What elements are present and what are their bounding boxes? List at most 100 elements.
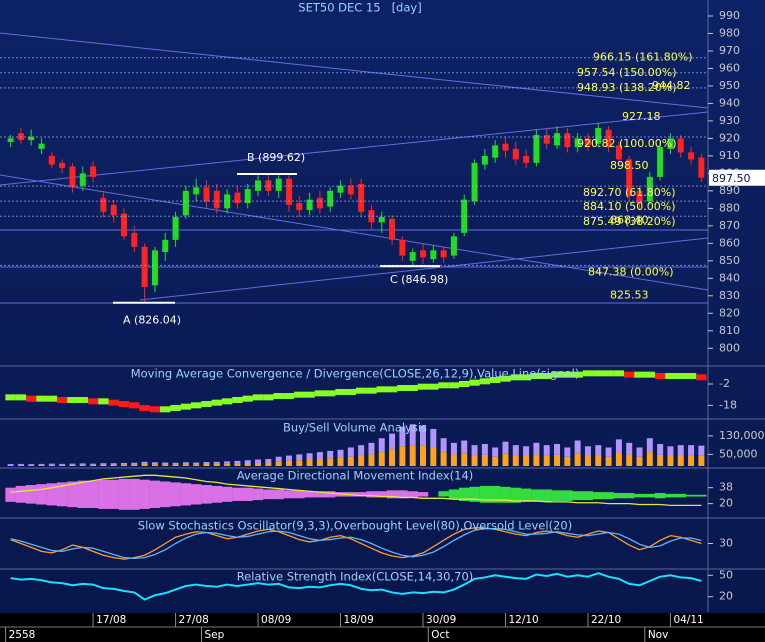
x-tick-label: 12/10 — [508, 614, 538, 626]
di-band — [170, 482, 181, 507]
y-tick-label: 920 — [719, 131, 740, 144]
volume-bar — [90, 463, 97, 465]
volume-bar — [584, 446, 591, 457]
y-tick-label: 950 — [719, 79, 740, 92]
di-band — [654, 493, 666, 499]
volume-bar — [224, 461, 231, 464]
candle-body — [698, 157, 705, 178]
volume-bar — [172, 462, 179, 465]
indicator-line — [10, 527, 702, 560]
volume-bar — [461, 453, 468, 466]
candle-body — [121, 213, 128, 237]
volume-bar — [698, 445, 705, 456]
volume-bar — [28, 464, 35, 466]
volume-bar — [306, 453, 313, 460]
volume-bar — [203, 463, 210, 466]
x-tick-label: 22/10 — [591, 614, 621, 626]
volume-bar — [131, 462, 138, 465]
candle-body — [203, 187, 210, 202]
di-band — [541, 489, 552, 502]
candle-body — [636, 190, 643, 204]
volume-bar — [440, 438, 447, 453]
annotation: 875.49 (38.20%) — [583, 215, 676, 228]
macd-segment — [489, 377, 501, 383]
di-band — [355, 492, 367, 497]
volume-bar — [296, 460, 303, 466]
candle-body — [409, 252, 416, 261]
volume-bar — [7, 465, 14, 466]
volume-bar — [38, 463, 45, 465]
candle-body — [667, 138, 674, 149]
annotation: 847.38 (0.00%) — [588, 265, 674, 278]
macd-segment — [624, 371, 635, 378]
volume-bar — [574, 440, 581, 454]
volume-bar — [605, 447, 612, 457]
volume-bar — [100, 463, 107, 465]
volume-bar — [677, 455, 684, 466]
macd-segment — [428, 383, 439, 390]
y-tick-label: 50 — [719, 568, 733, 581]
volume-bar — [69, 464, 76, 466]
candle-body — [389, 218, 396, 240]
macd-segment — [397, 385, 408, 391]
macd-segment — [531, 373, 542, 379]
di-band — [520, 488, 532, 502]
volume-bar — [657, 454, 664, 466]
macd-segment — [67, 397, 78, 403]
macd-segment — [355, 387, 367, 394]
macd-segment — [366, 387, 377, 394]
di-band — [438, 491, 449, 497]
volume-bar — [121, 464, 128, 466]
candle-body — [234, 192, 241, 204]
macd-segment — [56, 397, 68, 403]
macd-segment — [603, 370, 614, 377]
volume-bar — [110, 463, 117, 465]
volume-bar — [193, 464, 200, 466]
candle-body — [584, 138, 591, 146]
di-band — [5, 487, 16, 502]
macd-segment — [654, 373, 666, 379]
volume-bar — [337, 457, 344, 466]
volume-bar — [698, 455, 705, 466]
di-band — [118, 478, 130, 510]
di-band — [242, 487, 253, 501]
di-band — [500, 486, 511, 503]
di-band — [685, 494, 697, 497]
macd-segment — [572, 371, 583, 378]
macd-segment — [685, 373, 697, 379]
trend-line — [0, 32, 709, 109]
di-band — [603, 492, 614, 500]
di-band — [232, 487, 243, 501]
volume-bar — [213, 463, 220, 466]
y-tick-label: 940 — [719, 96, 740, 109]
volume-bar — [595, 445, 602, 456]
volume-bar — [481, 444, 488, 455]
y-tick-label: 990 — [719, 9, 740, 22]
macd-segment — [304, 391, 315, 398]
macd-segment — [634, 371, 645, 378]
candle-body — [626, 159, 633, 197]
annotation: 884.10 (50.00%) — [583, 200, 676, 213]
volume-bar — [430, 428, 437, 448]
macd-segment — [139, 405, 150, 411]
volume-bar — [38, 464, 45, 466]
macd-segment — [469, 379, 480, 386]
candle-body — [285, 178, 292, 205]
y-tick-label: 810 — [719, 324, 740, 337]
macd-segment — [252, 394, 264, 401]
volume-bar — [646, 438, 653, 453]
plot-area — [0, 57, 708, 601]
macd-segment — [582, 370, 594, 377]
y-tick-label: 870 — [719, 219, 740, 232]
y-tick-label: 50,000 — [719, 447, 758, 460]
volume-bar — [502, 441, 509, 454]
volume-bar — [533, 442, 540, 455]
volume-bar — [69, 463, 76, 465]
volume-bar — [48, 463, 55, 465]
di-band — [644, 493, 656, 498]
candle-body — [450, 236, 457, 256]
candle-body — [172, 217, 179, 240]
candle-body — [151, 250, 158, 286]
candle-body — [213, 190, 220, 209]
candle-body — [430, 250, 437, 260]
